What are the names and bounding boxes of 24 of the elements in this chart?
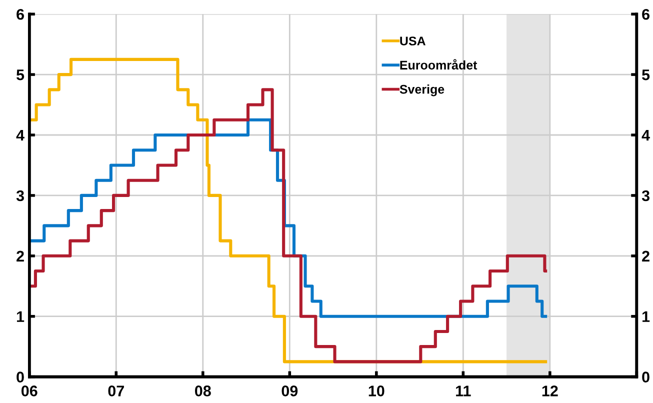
x-tick-label: 06 (21, 386, 38, 396)
y-tick-label: 2 (16, 250, 24, 262)
x-tick-label: 07 (108, 386, 124, 396)
y-tick-label: 0 (16, 372, 24, 382)
y2-tick-label: 6 (642, 8, 650, 20)
x-tick-label: 08 (195, 386, 211, 396)
x-tick-label: 12 (542, 386, 558, 396)
legend-label: Sverige (400, 84, 444, 96)
y2-tick-label: 4 (642, 130, 650, 141)
y2-tick-label: 3 (642, 190, 650, 202)
y-tick-label: 3 (16, 190, 24, 202)
y2-tick-label: 1 (642, 311, 650, 322)
x-tick-label: 11 (456, 386, 471, 396)
legend-label: USA (400, 36, 426, 46)
y2-tick-label: 0 (642, 372, 650, 382)
y-tick-label: 1 (16, 311, 24, 322)
y-tick-label: 6 (16, 8, 24, 20)
y-tick-label: 4 (16, 130, 24, 141)
x-tick-label: 09 (282, 386, 298, 396)
y2-tick-label: 5 (642, 70, 650, 80)
y-tick-label: 5 (16, 70, 24, 80)
x-tick-label: 10 (368, 386, 384, 396)
y2-tick-label: 2 (642, 250, 650, 262)
legend-label: Euroområdet (400, 59, 478, 70)
